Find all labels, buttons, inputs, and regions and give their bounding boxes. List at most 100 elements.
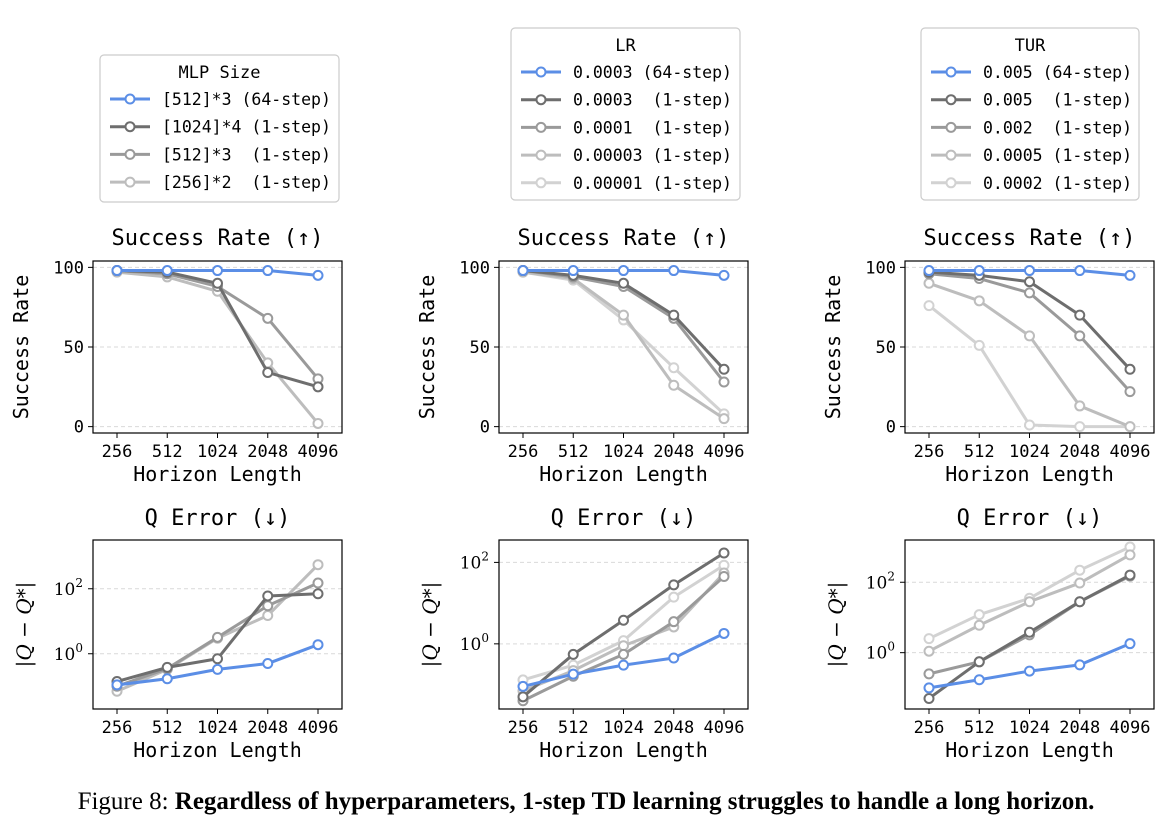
data-point xyxy=(923,265,935,277)
data-point xyxy=(718,363,730,375)
legend-marker xyxy=(535,94,547,106)
series-0 xyxy=(517,627,730,692)
data-point xyxy=(1124,569,1136,581)
legend-entry: 0.0005 (1-step) xyxy=(983,146,1132,165)
data-point xyxy=(973,339,985,351)
chart-lr-success-rate: 0 50 100 256 512 1024 2048 4096 Success Rate (↑)… xyxy=(415,226,749,486)
y-tick-label: 102 xyxy=(460,549,489,573)
legend-marker xyxy=(945,177,957,189)
data-point xyxy=(1124,421,1136,433)
x-tick-label: 512 xyxy=(964,442,995,462)
data-point xyxy=(1124,549,1136,561)
data-point xyxy=(262,658,274,670)
data-point xyxy=(718,413,730,425)
legend-lr: LR 0.0003 (64-step) 0.0003 (1-step) 0.0001 … xyxy=(510,27,741,201)
series-0 xyxy=(111,265,324,281)
legend-entry: 0.0003 (64-step) xyxy=(573,63,732,82)
x-tick-label: 256 xyxy=(914,718,945,738)
plot-frame xyxy=(904,539,1155,710)
data-point xyxy=(1024,665,1035,677)
legend-marker xyxy=(945,66,957,78)
x-tick-label: 2048 xyxy=(1059,718,1100,738)
chart-title: Success Rate (↑) xyxy=(112,226,324,251)
legend-entry: [1024]*4 (1-step) xyxy=(162,118,331,137)
legend-marker xyxy=(535,121,547,133)
data-point xyxy=(1024,287,1035,299)
data-point xyxy=(517,691,529,703)
legend-frame xyxy=(920,27,1140,201)
data-point xyxy=(1024,265,1035,277)
legend-title: LR xyxy=(615,36,636,56)
series-3 xyxy=(923,549,1136,657)
legend-entry: 0.0001 (1-step) xyxy=(573,118,732,137)
data-point xyxy=(923,300,935,312)
data-point xyxy=(1124,269,1136,281)
data-point xyxy=(923,668,935,680)
y-tick-label: 100 xyxy=(54,641,83,665)
x-tick-label: 512 xyxy=(558,442,589,462)
data-point xyxy=(618,648,629,660)
y-tick-label: 50 xyxy=(876,338,896,358)
x-tick-label: 256 xyxy=(102,718,133,738)
data-point xyxy=(618,659,629,671)
legend-frame xyxy=(510,27,741,201)
x-tick-label: 4096 xyxy=(298,718,339,738)
series-0 xyxy=(111,639,324,691)
data-point xyxy=(212,277,223,289)
y-tick-label: 100 xyxy=(865,258,896,278)
y-tick-label: 100 xyxy=(866,640,895,664)
y-tick-label: 50 xyxy=(470,338,490,358)
data-point xyxy=(161,661,173,673)
legend-entry: 0.00001 (1-step) xyxy=(573,174,732,193)
data-point xyxy=(668,652,680,664)
data-point xyxy=(718,571,730,583)
x-tick-label: 2048 xyxy=(247,442,288,462)
legend-title: MLP Size xyxy=(179,63,261,83)
legend-mlp: MLP Size [512]*3 (64-step) [1024]*4 (1-ste… xyxy=(99,54,340,203)
data-point xyxy=(312,417,324,429)
x-tick-label: 2048 xyxy=(653,718,694,738)
series-1 xyxy=(923,569,1136,704)
chart-lr-q-error: 100 102 256 512 1024 2048 4096 Q Error (↓) Horiz… xyxy=(418,506,749,762)
legend-marker xyxy=(945,149,957,161)
data-point xyxy=(312,588,324,600)
y-axis-label: |Q − Q*| xyxy=(418,582,443,668)
data-point xyxy=(973,265,985,277)
data-point xyxy=(973,674,985,686)
x-tick-label: 2048 xyxy=(1059,442,1100,462)
data-point xyxy=(262,610,274,622)
data-point xyxy=(718,627,730,639)
legend-tur: TUR 0.005 (64-step) 0.005 (1-step) 0.002 (1… xyxy=(920,27,1140,201)
legend-entry: 0.0003 (1-step) xyxy=(573,91,732,110)
x-tick-label: 1024 xyxy=(603,442,644,462)
chart-title: Success Rate (↑) xyxy=(518,226,730,251)
x-tick-label: 4096 xyxy=(1110,442,1151,462)
data-point xyxy=(212,663,223,675)
data-point xyxy=(262,366,274,378)
legend-marker xyxy=(124,176,136,188)
data-point xyxy=(668,362,680,374)
x-tick-label: 1024 xyxy=(1009,442,1050,462)
x-tick-label: 1024 xyxy=(197,718,238,738)
y-tick-label: 102 xyxy=(54,576,83,600)
legend-marker xyxy=(945,94,957,106)
legend-marker xyxy=(124,121,136,133)
x-tick-label: 256 xyxy=(508,718,539,738)
y-axis-label: |Q − Q*| xyxy=(824,582,849,668)
legend-marker xyxy=(124,93,136,105)
data-point xyxy=(312,577,324,589)
data-point xyxy=(262,590,274,602)
x-tick-label: 2048 xyxy=(653,442,694,462)
data-point xyxy=(668,591,680,603)
x-tick-label: 1024 xyxy=(603,718,644,738)
data-point xyxy=(1124,386,1136,398)
data-point xyxy=(212,265,223,277)
series-3 xyxy=(517,567,730,697)
series-1 xyxy=(923,266,1136,375)
data-point xyxy=(1024,626,1035,638)
data-point xyxy=(973,619,985,631)
series-0 xyxy=(517,265,730,281)
data-point xyxy=(312,639,324,651)
x-tick-label: 256 xyxy=(102,442,133,462)
figure-caption: Figure 8: Regardless of hyperparameters,… xyxy=(0,788,1172,816)
